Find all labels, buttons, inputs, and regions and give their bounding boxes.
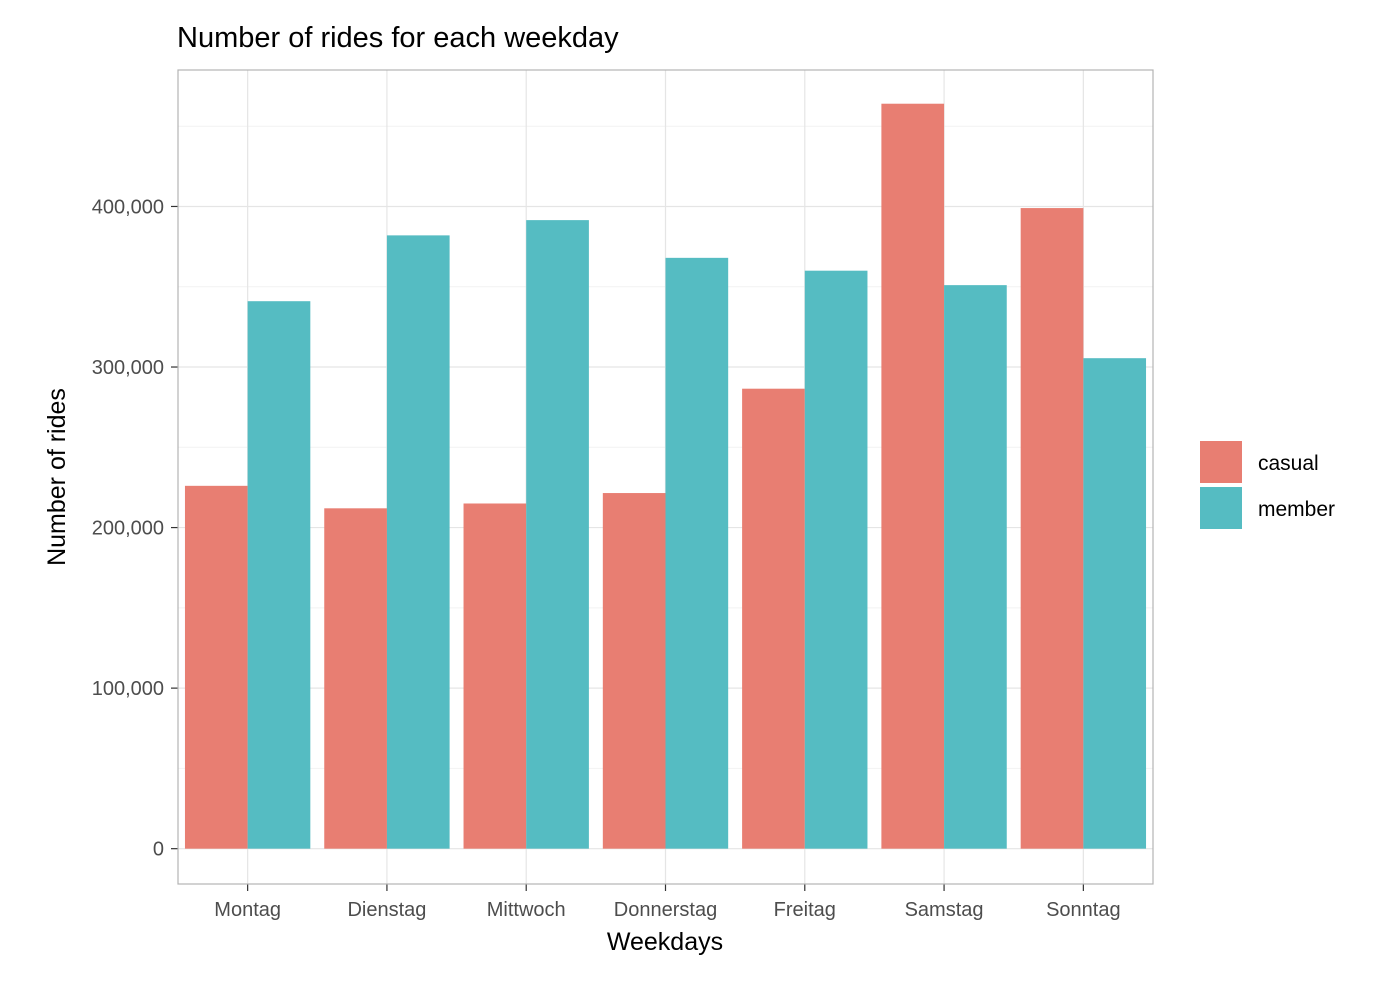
chart-title: Number of rides for each weekday xyxy=(177,22,619,54)
bar-member-sonntag xyxy=(1083,358,1147,849)
x-tick-label-freitag: Freitag xyxy=(774,899,836,921)
legend: casual member xyxy=(1200,441,1335,529)
bar-casual-sonntag xyxy=(1020,208,1084,849)
x-tick-label-samstag: Samstag xyxy=(905,899,984,921)
x-axis-title: Weekdays xyxy=(607,928,723,956)
x-axis-ticks: Montag Dienstag Mittwoch Donnerstag Freitag S… xyxy=(214,884,1121,921)
bar-casual-dienstag xyxy=(324,508,387,849)
bar-member-montag xyxy=(247,301,311,849)
x-tick-label-mittwoch: Mittwoch xyxy=(487,899,566,921)
x-tick-label-montag: Montag xyxy=(214,899,281,921)
bar-member-dienstag xyxy=(386,235,450,849)
legend-key-member xyxy=(1200,487,1242,529)
bar-casual-freitag xyxy=(742,388,805,849)
bar-casual-donnerstag xyxy=(602,493,666,849)
y-axis-ticks: 0 100,000 200,000 300,000 400,000 xyxy=(92,196,178,861)
x-tick-label-dienstag: Dienstag xyxy=(347,899,426,921)
x-tick-label-donnerstag: Donnerstag xyxy=(614,899,717,921)
bar-member-freitag xyxy=(804,270,868,849)
bar-casual-samstag xyxy=(881,103,945,849)
y-tick-label: 300,000 xyxy=(92,357,164,379)
legend-label-member: member xyxy=(1258,498,1335,521)
bar-member-mittwoch xyxy=(526,220,589,849)
legend-key-casual xyxy=(1200,441,1242,483)
bar-casual-montag xyxy=(184,485,248,849)
bar-member-donnerstag xyxy=(665,257,729,849)
y-tick-label: 400,000 xyxy=(92,196,164,218)
y-tick-label: 0 xyxy=(153,839,164,861)
y-tick-label: 100,000 xyxy=(92,678,164,700)
legend-label-casual: casual xyxy=(1258,452,1319,475)
bar-member-samstag xyxy=(944,285,1007,849)
bar-casual-mittwoch xyxy=(463,503,527,849)
bars xyxy=(184,103,1147,849)
x-tick-label-sonntag: Sonntag xyxy=(1046,899,1121,921)
panel-border xyxy=(177,69,1154,885)
y-axis-title: Number of rides xyxy=(43,388,71,566)
y-tick-label: 200,000 xyxy=(92,518,164,540)
